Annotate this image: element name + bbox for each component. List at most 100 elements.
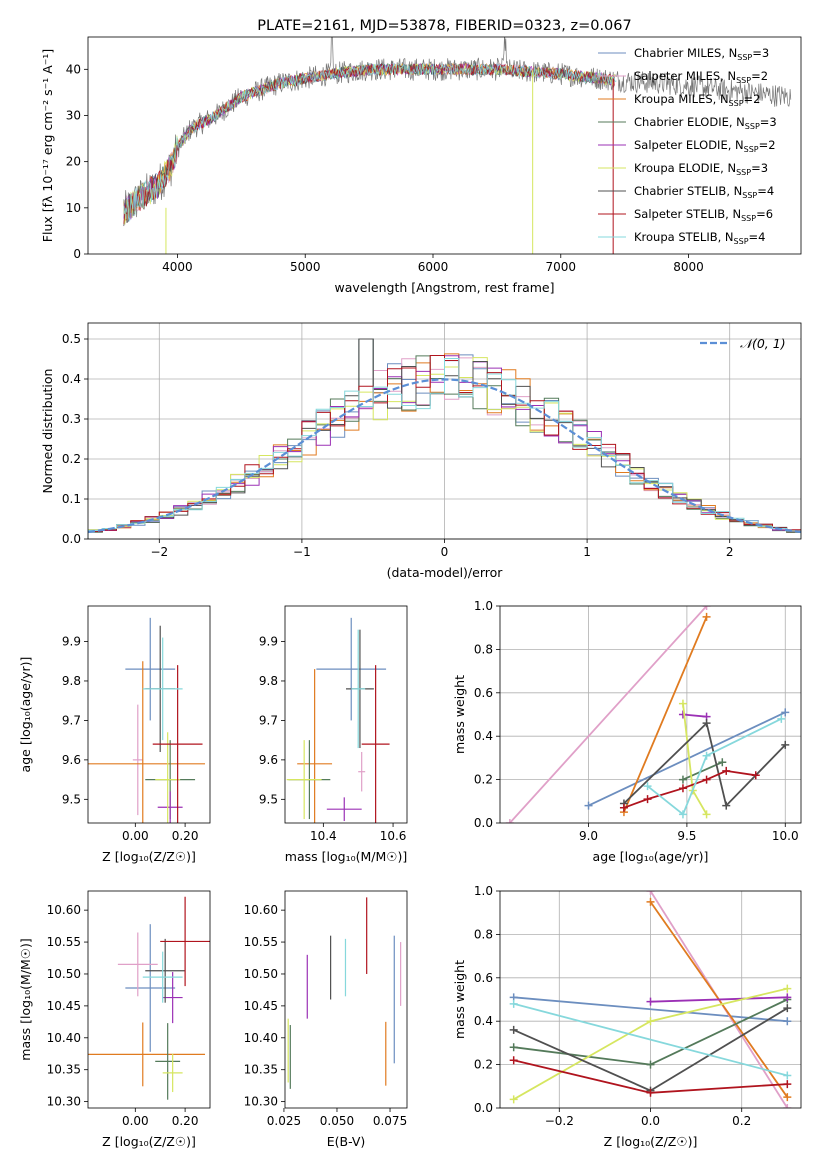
weight-vs-Z-xtick-label: 0.0 — [641, 1114, 660, 1128]
mass-vs-Z-xtick-label: 0.00 — [122, 1114, 149, 1128]
age-vs-mass-ytick-label: 9.6 — [259, 753, 278, 767]
weight-point-marker — [781, 740, 790, 749]
residuals-frame — [87, 322, 802, 540]
spectrum-xtick-label: 7000 — [546, 260, 577, 274]
residuals-ylabel: Normed distribution — [40, 369, 55, 494]
weight-series-line — [650, 996, 788, 1003]
residuals-ytick-label: 0.5 — [62, 332, 81, 346]
spectrum-ytick-label: 20 — [66, 155, 81, 169]
legend-entry: Chabrier STELIB, NSSP=4 — [634, 184, 774, 200]
weight-point-marker — [509, 1056, 518, 1065]
weight-point-marker — [702, 719, 711, 728]
residuals-axes: −2 −1 0 1 2 0.0 0.1 0.2 0.3 0.4 0.5 (data-model)/er… — [40, 323, 801, 580]
spectrum-ytick-label: 0 — [73, 247, 81, 261]
spectrum-ytick-label: 40 — [66, 62, 81, 76]
legend-entry: Kroupa MILES, NSSP=2 — [634, 92, 760, 108]
weight-vs-Z-axes: −0.2 0.0 0.2 0.0 0.2 0.4 0.6 0.8 1.0 Z [log₁₀(Z/Z… — [452, 884, 801, 1149]
mass-vs-Z-ytick-label: 10.55 — [47, 935, 81, 949]
gaussian-reference-line — [88, 378, 801, 534]
spectrum-model-line — [123, 62, 617, 221]
residuals-ytick-label: 0.1 — [62, 492, 81, 506]
age-vs-mass-axes: 10.4 10.6 9.5 9.6 9.7 9.8 9.9 mass [log₁₀(M/M☉)… — [259, 635, 407, 864]
weight-series-line — [588, 711, 786, 807]
mass-vs-EBV-xlabel: E(B-V) — [327, 1134, 366, 1149]
spectrum-axes: 4000 5000 6000 7000 8000 0 10 20 30 40 wavelength … — [40, 49, 704, 295]
legend-entry: Salpeter MILES, NSSP=2 — [634, 69, 768, 85]
weight-point-marker — [783, 1080, 792, 1089]
weight-vs-age-series — [505, 606, 790, 823]
weight-point-marker — [783, 1004, 792, 1013]
weight-vs-Z-ytick-label: 0.2 — [474, 1058, 493, 1072]
spectrum-model-line — [123, 62, 612, 223]
weight-point-marker — [781, 708, 790, 717]
age-vs-mass-xtick-label: 10.4 — [310, 829, 337, 843]
spectrum-model-line — [123, 62, 612, 219]
spectrum-ytick-label: 10 — [66, 201, 81, 215]
mass-vs-Z-ytick-label: 10.50 — [47, 967, 81, 981]
weight-point-marker — [678, 710, 687, 719]
age-vs-Z-xtick-label: 0.20 — [172, 829, 199, 843]
legend-entry: Kroupa ELODIE, NSSP=3 — [634, 161, 768, 177]
weight-point-marker — [702, 612, 711, 621]
weight-point-marker — [702, 775, 711, 784]
weight-point-marker — [678, 775, 687, 784]
mass-vs-Z-axes: 0.00 0.20 10.30 10.35 10.40 10.45 10.50 10.55 10… — [18, 903, 198, 1149]
mass-vs-EBV-axes: 0.025 0.050 0.075 10.30 10.35 10.40 10.45 10.50… — [244, 903, 408, 1149]
weight-point-marker — [643, 795, 652, 804]
weight-vs-age-xtick-label: 10.0 — [772, 829, 799, 843]
weight-point-marker — [702, 606, 711, 610]
spectrum-model-line — [123, 63, 617, 225]
age-vs-Z-ytick-label: 9.5 — [62, 792, 81, 806]
weight-point-marker — [777, 714, 786, 723]
residual-hist-step — [88, 358, 801, 539]
age-vs-Z-ylabel: age [log₁₀(age/yr)] — [18, 657, 33, 773]
weight-point-marker — [783, 1017, 792, 1026]
weight-point-marker — [646, 897, 655, 906]
residuals-ytick-label: 0.0 — [62, 532, 81, 546]
legend-entry: Salpeter ELODIE, NSSP=2 — [634, 138, 776, 154]
mass-vs-Z-ylabel: mass [log₁₀(M/M☉)] — [18, 938, 33, 1060]
weight-vs-Z-ytick-label: 0.0 — [474, 1101, 493, 1115]
residuals-xlabel: (data-model)/error — [387, 565, 504, 580]
mass-vs-EBV-ytick-label: 10.40 — [244, 1031, 278, 1045]
mass-vs-Z-frame — [87, 890, 211, 1109]
weight-point-marker — [619, 803, 628, 812]
mass-vs-EBV-ytick-label: 10.55 — [244, 935, 278, 949]
mass-vs-Z-xtick-label: 0.20 — [172, 1114, 199, 1128]
mass-vs-EBV-xtick-label: 0.075 — [373, 1114, 407, 1128]
weight-series-line — [646, 717, 782, 816]
weight-point-marker — [722, 801, 731, 810]
weight-series-line — [513, 996, 788, 1023]
weight-point-marker — [509, 999, 518, 1008]
residuals-xtick-label: −2 — [150, 545, 168, 559]
age-vs-Z-ytick-label: 9.8 — [62, 674, 81, 688]
residuals-xtick-label: 0 — [441, 545, 449, 559]
spectrum-xtick-label: 4000 — [162, 260, 193, 274]
weight-point-marker — [584, 801, 593, 810]
weight-vs-Z-xlabel: Z [log₁₀(Z/Z☉)] — [604, 1134, 698, 1149]
weight-vs-age-ytick-label: 0.8 — [474, 642, 493, 656]
mass-vs-Z-ytick-label: 10.40 — [47, 1031, 81, 1045]
age-vs-Z-xtick-label: 0.00 — [122, 829, 149, 843]
weight-vs-age-xtick-label: 9.0 — [579, 829, 598, 843]
weight-vs-age-ytick-label: 0.4 — [474, 729, 493, 743]
mass-vs-EBV-points — [287, 897, 402, 1089]
age-vs-Z-frame — [87, 605, 211, 824]
weight-point-marker — [509, 1043, 518, 1052]
weight-point-marker — [646, 997, 655, 1006]
legend-entry: Chabrier ELODIE, NSSP=3 — [634, 115, 777, 131]
weight-point-marker — [702, 810, 711, 819]
weight-point-marker — [678, 810, 687, 819]
spectrum-model-line — [123, 62, 615, 227]
mass-vs-EBV-ytick-label: 10.30 — [244, 1095, 278, 1109]
mass-vs-EBV-ytick-label: 10.35 — [244, 1063, 278, 1077]
weight-point-marker — [722, 766, 731, 775]
mass-vs-Z-xlabel: Z [log₁₀(Z/Z☉)] — [102, 1134, 196, 1149]
weight-vs-Z-ytick-label: 0.8 — [474, 927, 493, 941]
spectrum-model-line — [123, 62, 612, 227]
spectrum-xtick-label: 6000 — [418, 260, 449, 274]
weight-vs-age-frame — [499, 605, 802, 824]
weight-vs-age-xtick-label: 9.5 — [677, 829, 696, 843]
weight-vs-Z-ytick-label: 0.6 — [474, 971, 493, 985]
